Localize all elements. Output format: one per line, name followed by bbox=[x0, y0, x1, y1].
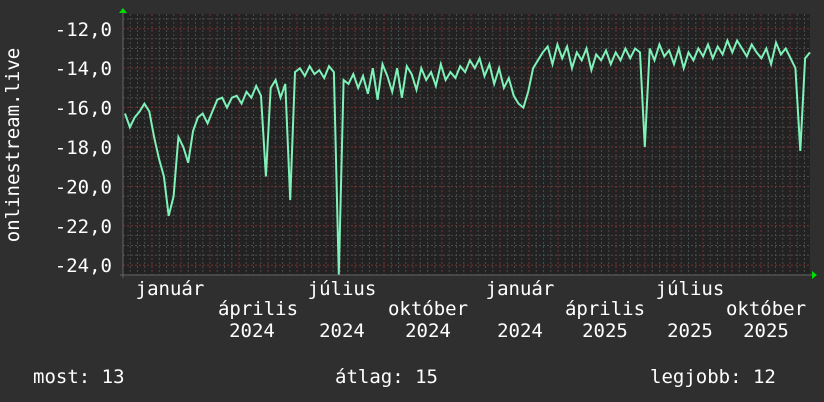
x-tick-month-label: július bbox=[656, 278, 725, 300]
y-axis-arrow-icon bbox=[119, 8, 127, 13]
y-tick-label: -12,0 bbox=[55, 19, 112, 41]
y-tick-label: -24,0 bbox=[55, 255, 112, 277]
x-tick-month-label: október bbox=[388, 298, 468, 320]
legend-average: átlag: 15 bbox=[335, 366, 438, 388]
y-axis: -12,0 -14,0 -16,0 -18,0 -20,0 -22,0 -24,0 bbox=[55, 19, 112, 277]
x-tick-year-label: 2024 bbox=[497, 320, 543, 342]
x-tick-month-label: április bbox=[218, 298, 298, 320]
series-line bbox=[124, 37, 811, 276]
x-axis: januáráprilisjúliusoktóberjanuáráprilisj… bbox=[136, 278, 806, 342]
grid bbox=[122, 14, 810, 276]
x-tick-year-label: 2024 bbox=[229, 320, 275, 342]
x-tick-month-label: október bbox=[726, 298, 806, 320]
y-axis-label: onlinestream.live bbox=[2, 48, 24, 242]
plot-area bbox=[123, 14, 810, 275]
x-tick-year-label: 2025 bbox=[667, 320, 713, 342]
y-tick-label: -16,0 bbox=[55, 98, 112, 120]
x-tick-year-label: 2025 bbox=[743, 320, 789, 342]
x-tick-year-label: 2025 bbox=[582, 320, 628, 342]
legend-best: legjobb: 12 bbox=[650, 366, 776, 388]
y-tick-label: -14,0 bbox=[55, 58, 112, 80]
y-tick-label: -20,0 bbox=[55, 176, 112, 198]
x-tick-month-label: január bbox=[486, 278, 555, 300]
x-tick-month-label: január bbox=[136, 278, 205, 300]
y-tick-label: -22,0 bbox=[55, 216, 112, 238]
x-axis-arrow-icon bbox=[812, 271, 817, 279]
x-tick-year-label: 2024 bbox=[405, 320, 451, 342]
x-tick-month-label: április bbox=[565, 298, 645, 320]
y-tick-label: -18,0 bbox=[55, 137, 112, 159]
x-tick-year-label: 2024 bbox=[319, 320, 365, 342]
x-tick-month-label: július bbox=[308, 278, 377, 300]
legend-current: most: 13 bbox=[33, 366, 125, 388]
